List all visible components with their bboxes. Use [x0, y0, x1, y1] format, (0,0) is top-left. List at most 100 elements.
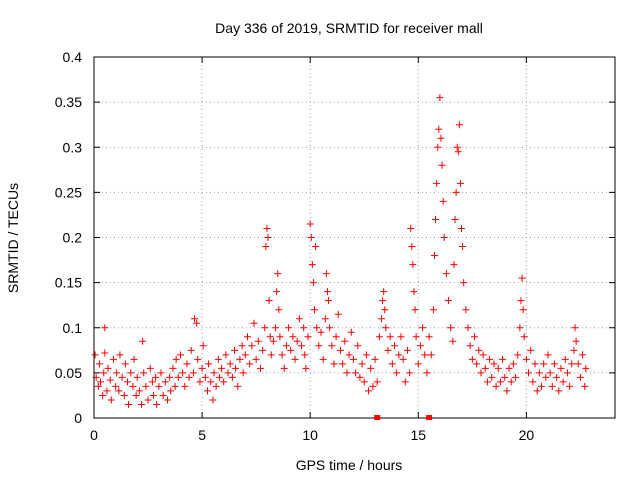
data-point — [254, 337, 262, 345]
data-point — [550, 360, 558, 368]
data-point — [522, 355, 530, 363]
data-point — [135, 387, 143, 395]
data-point — [473, 360, 481, 368]
axis-ticks: 0 0.05 0.1 0.15 0.2 0.25 0.3 0.35 0.4 0 5 10 15 20 — [55, 49, 615, 443]
data-gap-marker — [374, 415, 381, 420]
data-point — [563, 369, 571, 377]
data-point — [236, 355, 244, 363]
data-point — [362, 351, 370, 359]
data-point — [266, 333, 274, 341]
data-point — [378, 315, 386, 323]
data-point — [343, 369, 351, 377]
data-point — [127, 369, 135, 377]
data-point — [155, 382, 163, 390]
data-point — [306, 220, 314, 228]
data-point — [460, 279, 468, 287]
data-point — [301, 351, 309, 359]
data-point — [407, 224, 415, 232]
data-point — [325, 297, 333, 305]
data-point — [529, 378, 537, 386]
data-point — [352, 369, 360, 377]
data-point — [477, 369, 485, 377]
data-point — [354, 342, 362, 350]
data-point — [393, 369, 401, 377]
y-axis-title: SRMTID / TECUs — [5, 183, 21, 293]
data-point — [531, 360, 539, 368]
data-point — [540, 360, 548, 368]
data-point — [499, 355, 507, 363]
data-point — [399, 355, 407, 363]
data-point — [164, 396, 172, 404]
data-point — [574, 360, 582, 368]
data-point — [210, 369, 218, 377]
data-point — [133, 373, 141, 381]
data-point — [148, 378, 156, 386]
data-point — [142, 382, 150, 390]
data-point — [139, 337, 147, 345]
data-point — [243, 333, 251, 341]
data-point — [581, 382, 589, 390]
data-point — [207, 378, 215, 386]
data-point — [272, 324, 280, 332]
data-point — [492, 382, 500, 390]
data-point — [438, 161, 446, 169]
data-point — [262, 243, 270, 251]
data-point — [220, 378, 228, 386]
data-point — [440, 234, 448, 241]
data-point — [576, 373, 584, 381]
data-point — [317, 328, 325, 336]
data-point — [285, 324, 293, 332]
data-point — [375, 333, 383, 341]
data-point — [512, 373, 520, 381]
data-point — [442, 270, 450, 278]
data-point — [437, 134, 445, 142]
data-point — [274, 270, 282, 278]
data-point — [179, 369, 187, 377]
data-point — [269, 337, 277, 345]
data-point — [371, 355, 379, 363]
data-point — [280, 364, 288, 372]
data-point — [319, 355, 327, 363]
data-point — [112, 382, 120, 390]
data-point — [287, 346, 295, 354]
data-point — [95, 360, 103, 368]
data-point — [241, 351, 249, 359]
y-tick-label: 0 — [74, 410, 82, 426]
data-point — [356, 373, 364, 381]
data-point — [358, 360, 366, 368]
data-point — [475, 346, 483, 354]
data-point — [304, 333, 312, 341]
data-point — [246, 360, 254, 368]
data-point — [138, 400, 146, 408]
data-point — [226, 360, 234, 368]
data-point — [410, 288, 418, 296]
y-tick-label: 0.35 — [55, 94, 82, 110]
data-point — [267, 351, 275, 359]
data-point — [199, 342, 207, 350]
data-point — [518, 274, 526, 282]
data-point — [289, 333, 297, 341]
data-point — [293, 337, 301, 345]
data-point — [373, 378, 381, 386]
data-point — [454, 148, 462, 156]
data-point — [104, 364, 112, 372]
data-point — [313, 324, 321, 332]
data-point — [519, 306, 527, 314]
data-point — [447, 324, 455, 332]
gap-markers — [374, 415, 433, 420]
data-point — [214, 355, 222, 363]
data-point — [414, 360, 422, 368]
data-point — [409, 261, 417, 269]
data-point — [322, 270, 330, 278]
data-point — [183, 360, 191, 368]
data-point — [388, 360, 396, 368]
data-point — [505, 364, 513, 372]
data-point — [548, 382, 556, 390]
data-point — [273, 288, 281, 296]
data-point — [121, 360, 129, 368]
data-point — [311, 306, 319, 314]
data-point — [191, 315, 199, 323]
data-point — [278, 351, 286, 359]
data-point — [516, 324, 524, 332]
data-point — [380, 288, 388, 296]
